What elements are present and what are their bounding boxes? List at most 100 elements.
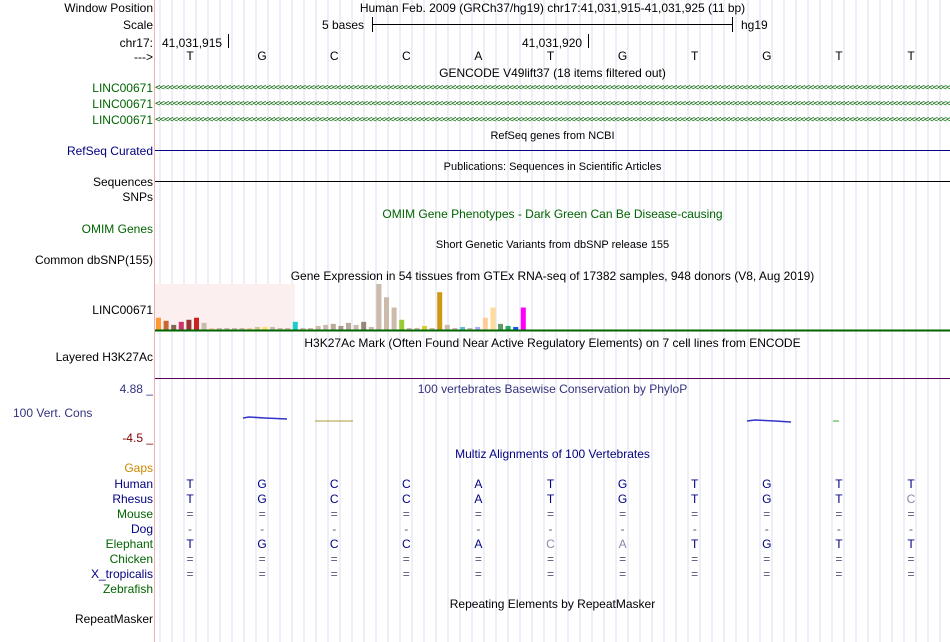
gtex-bar-11: [239, 327, 245, 330]
gtex-track-title[interactable]: Gene Expression in 54 tissues from GTEx …: [290, 269, 815, 283]
gtex-bar-43: [482, 317, 488, 330]
conservation-track-title[interactable]: 100 vertebrates Basewise Conservation by…: [417, 382, 688, 396]
conservation-signal[interactable]: [155, 412, 950, 426]
window-position-value[interactable]: Human Feb. 2009 (GRCh37/hg19) chr17:41,0…: [359, 1, 746, 15]
gtex-bar-chart[interactable]: [155, 284, 950, 332]
gtex-bar-13: [254, 326, 260, 330]
align-human-10: T: [907, 477, 915, 491]
align-mouse-10: =: [907, 507, 915, 521]
multiz-track-title[interactable]: Multiz Alignments of 100 Vertebrates: [455, 447, 650, 461]
base-6: G: [617, 49, 628, 63]
species-label-rhesus[interactable]: Rhesus: [112, 492, 153, 506]
gtex-bar-20: [308, 327, 313, 330]
position-tick-1: [228, 34, 229, 48]
refseq-curated-label[interactable]: RefSeq Curated: [66, 144, 153, 158]
cons-peak-1: [242, 416, 288, 420]
gtex-bar-40: [460, 326, 465, 330]
h3k27ac-track-title[interactable]: H3K27Ac Mark (Often Found Near Active Re…: [304, 336, 801, 350]
gene-label-linc00671-2[interactable]: LINC00671: [92, 97, 153, 111]
cons-max-label: 4.88 _: [119, 382, 153, 396]
gaps-label[interactable]: Gaps: [124, 461, 153, 475]
gtex-bar-42: [475, 326, 481, 330]
gtex-bar-1: [163, 320, 169, 330]
cons-peak-3: [746, 419, 792, 423]
scale-label: Scale: [122, 18, 153, 32]
align-human-6: G: [617, 477, 628, 491]
align-dog-5: -: [548, 522, 553, 536]
gtex-bar-46: [505, 325, 511, 330]
align-dog-9: -: [836, 522, 841, 536]
repeatmasker-label[interactable]: RepeatMasker: [74, 612, 153, 626]
gtex-bar-44: [490, 307, 496, 330]
refseq-track-title[interactable]: RefSeq genes from NCBI: [490, 130, 615, 142]
gtex-bar-3: [178, 321, 184, 330]
gtex-bar-32: [399, 319, 405, 330]
gene-feature-linc00671-1[interactable]: <<<<<<<<<<<<<<<<<<<<<<<<<<<<<<<<<<<<<<<<…: [155, 83, 950, 93]
scale-text: 5 bases: [322, 18, 365, 32]
align-human-5: T: [546, 477, 555, 491]
species-label-chicken[interactable]: Chicken: [109, 552, 153, 566]
align-dog-3: -: [404, 522, 409, 536]
gtex-bar-38: [444, 324, 450, 330]
align-rhesus-7: T: [691, 492, 699, 506]
align-human-7: T: [691, 477, 699, 491]
align-dog-2: -: [332, 522, 337, 536]
gtex-bar-6: [201, 322, 207, 330]
gtex-bar-9: [224, 327, 230, 330]
strand-label: --->: [134, 50, 153, 64]
align-elephant-6: A: [618, 537, 627, 551]
align-elephant-5: C: [546, 537, 555, 551]
align-chicken-5: =: [546, 552, 554, 566]
align-rhesus-3: C: [401, 492, 411, 506]
common-dbsnp-label[interactable]: Common dbSNP(155): [34, 253, 153, 267]
gtex-bar-12: [247, 327, 253, 330]
species-label-mouse[interactable]: Mouse: [116, 507, 153, 521]
omim-genes-label[interactable]: OMIM Genes: [81, 222, 153, 236]
chrom-label: chr17:: [119, 36, 153, 50]
species-label-zebrafish[interactable]: Zebrafish: [102, 582, 153, 596]
align-human-4: A: [474, 477, 483, 491]
sequences-label[interactable]: Sequences: [92, 175, 153, 189]
align-x_tropicalis-1: =: [258, 567, 266, 581]
species-label-human[interactable]: Human: [114, 477, 153, 491]
gene-label-linc00671-1[interactable]: LINC00671: [92, 81, 153, 95]
align-dog-7: -: [692, 522, 697, 536]
repeatmasker-track-title[interactable]: Repeating Elements by RepeatMasker: [449, 597, 656, 611]
gtex-bar-7: [209, 327, 215, 330]
base-2: C: [329, 49, 339, 63]
gene-label-linc00671-3[interactable]: LINC00671: [92, 113, 153, 127]
refseq-gene-line[interactable]: [155, 150, 950, 151]
align-elephant-9: T: [835, 537, 843, 551]
align-mouse-5: =: [546, 507, 554, 521]
gene-feature-linc00671-3[interactable]: <<<<<<<<<<<<<<<<<<<<<<<<<<<<<<<<<<<<<<<<…: [155, 115, 950, 125]
gencode-track-title[interactable]: GENCODE V49lift37 (18 items filtered out…: [439, 66, 666, 80]
align-dog-8: -: [764, 522, 769, 536]
vert-cons-label[interactable]: 100 Vert. Cons: [13, 406, 93, 420]
position-label-1: 41,031,915: [162, 36, 223, 50]
align-human-8: G: [762, 477, 772, 491]
snps-label[interactable]: SNPs: [122, 190, 153, 204]
gtex-bar-28: [368, 326, 374, 330]
gtex-bar-39: [452, 327, 458, 330]
species-label-x_tropicalis[interactable]: X_tropicalis: [90, 567, 153, 581]
gene-feature-linc00671-2[interactable]: <<<<<<<<<<<<<<<<<<<<<<<<<<<<<<<<<<<<<<<<…: [155, 99, 950, 109]
sequences-line[interactable]: [155, 181, 950, 182]
species-label-dog[interactable]: Dog: [130, 522, 153, 536]
gtex-bar-47: [513, 326, 519, 330]
align-mouse-7: =: [691, 507, 699, 521]
cons-min-label: -4.5 _: [122, 431, 153, 445]
publications-track-title[interactable]: Publications: Sequences in Scientific Ar…: [443, 161, 662, 173]
species-label-elephant[interactable]: Elephant: [105, 537, 153, 551]
layered-h3k27ac-label[interactable]: Layered H3K27Ac: [55, 350, 153, 364]
dbsnp-track-title[interactable]: Short Genetic Variants from dbSNP releas…: [435, 239, 670, 251]
gtex-bar-36: [429, 327, 435, 330]
gtex-bar-22: [323, 324, 329, 330]
gtex-gene-label[interactable]: LINC00671: [92, 303, 153, 317]
align-x_tropicalis-0: =: [186, 567, 194, 581]
align-dog-10: -: [909, 522, 913, 536]
gtex-bar-5: [194, 317, 199, 330]
omim-track-title[interactable]: OMIM Gene Phenotypes - Dark Green Can Be…: [382, 207, 723, 221]
align-elephant-8: G: [762, 537, 772, 551]
